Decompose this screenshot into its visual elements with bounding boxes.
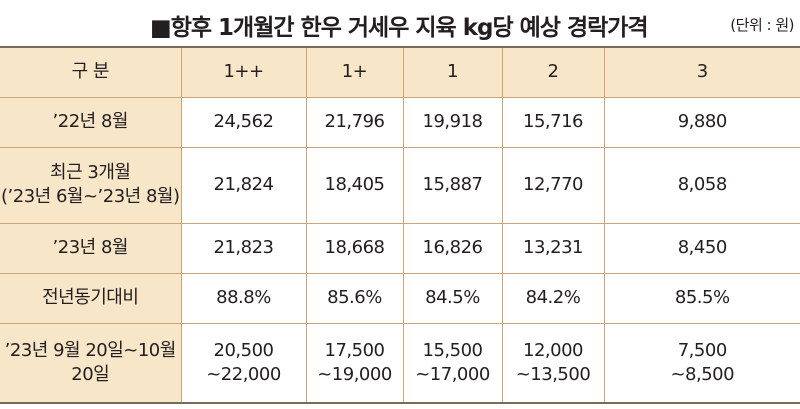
table-cell: 18,405 — [305, 146, 404, 224]
row-label: ’23년 8월 — [0, 222, 182, 274]
cell-value: 85.5% — [674, 287, 730, 308]
table-row: 최근 3개월 (’23년 6월~’23년 8월) 21,824 18,405 1… — [0, 146, 800, 224]
cell-value: 12,770 — [523, 174, 583, 195]
cell-value: 16,826 — [422, 237, 483, 258]
row-label-line: ’22년 8월 — [52, 111, 129, 132]
cell-value: 21,823 — [213, 237, 274, 258]
row-label: 전년동기대비 — [0, 272, 182, 324]
price-forecast-table: 구 분 1++ 1+ 1 2 3 ’22년 8월 24,562 21,796 1… — [0, 46, 800, 404]
cell-value: 12,000 — [523, 339, 583, 361]
cell-value: 24,562 — [213, 111, 274, 132]
cell-value: 18,405 — [324, 174, 385, 195]
cell-value: ~13,500 — [515, 363, 591, 385]
table-cell: 15,500 ~17,000 — [402, 322, 503, 404]
row-label-line: ’23년 9월 20일~10월 20일 — [4, 339, 177, 385]
cell-value: ~22,000 — [206, 363, 281, 385]
table-cell: 84.2% — [501, 272, 605, 324]
header-row: 구 분 1++ 1+ 1 2 3 — [0, 46, 800, 98]
table-cell: 8,058 — [603, 146, 800, 224]
table-cell: 20,500 ~22,000 — [180, 322, 307, 404]
row-label: 최근 3개월 (’23년 6월~’23년 8월) — [0, 146, 182, 224]
row-label-line: ’23년 8월 — [52, 237, 129, 258]
table-row: 전년동기대비 88.8% 85.6% 84.5% 84.2% 85.5% — [0, 272, 800, 324]
table-cell: 12,000 ~13,500 — [501, 322, 605, 404]
cell-value: ~19,000 — [317, 363, 392, 385]
table-cell: 17,500 ~19,000 — [305, 322, 404, 404]
row-label: ’22년 8월 — [0, 96, 182, 148]
cell-value: 9,880 — [677, 111, 728, 132]
cell-value: 84.5% — [425, 287, 480, 308]
table-row: ’23년 9월 20일~10월 20일 20,500 ~22,000 17,50… — [0, 322, 800, 404]
table-cell: 13,231 — [501, 222, 605, 274]
cell-value: 85.6% — [327, 287, 382, 308]
cell-value: 20,500 — [213, 339, 274, 361]
cell-value: 7,500 — [677, 339, 728, 361]
column-header-grade-2: 2 — [501, 46, 605, 98]
cell-value: 15,716 — [523, 111, 583, 132]
table-cell: 9,880 — [603, 96, 800, 148]
cell-value: 21,824 — [213, 174, 274, 195]
table-row: ’23년 8월 21,823 18,668 16,826 13,231 8,45… — [0, 222, 800, 274]
cell-value: 88.8% — [216, 287, 271, 308]
row-label-line: 전년동기대비 — [42, 287, 139, 308]
cell-value: 19,918 — [422, 111, 483, 132]
column-header-category: 구 분 — [0, 46, 182, 98]
cell-value: 18,668 — [324, 237, 385, 258]
table-cell: 85.5% — [603, 272, 800, 324]
column-header-grade-1: 1 — [402, 46, 503, 98]
row-label: ’23년 9월 20일~10월 20일 — [0, 322, 182, 404]
table-cell: 16,826 — [402, 222, 503, 274]
table-row: ’22년 8월 24,562 21,796 19,918 15,716 9,88… — [0, 96, 800, 148]
table-cell: 19,918 — [402, 96, 503, 148]
cell-value: 17,500 — [324, 339, 385, 361]
cell-value: 15,887 — [422, 174, 483, 195]
cell-value: 15,500 — [422, 339, 483, 361]
column-header-grade-1pp: 1++ — [180, 46, 307, 98]
cell-value: 84.2% — [525, 287, 581, 308]
cell-value: ~17,000 — [415, 363, 490, 385]
cell-value: 21,796 — [324, 111, 385, 132]
table-cell: 7,500 ~8,500 — [603, 322, 800, 404]
table-cell: 88.8% — [180, 272, 307, 324]
table-title: ■항후 1개월간 한우 거세우 지육 kg당 예상 경락가격 — [150, 15, 649, 41]
table-cell: 21,823 — [180, 222, 307, 274]
table-cell: 21,824 — [180, 146, 307, 224]
row-label-line: 최근 3개월 — [50, 162, 131, 183]
cell-value: 8,058 — [677, 174, 728, 195]
cell-value: ~8,500 — [670, 363, 735, 385]
column-header-grade-3: 3 — [603, 46, 800, 98]
table-cell: 24,562 — [180, 96, 307, 148]
cell-value: 8,450 — [677, 237, 728, 258]
table-cell: 21,796 — [305, 96, 404, 148]
cell-value: 13,231 — [523, 237, 583, 258]
table-cell: 8,450 — [603, 222, 800, 274]
table-cell: 84.5% — [402, 272, 503, 324]
unit-label: (단위 : 원) — [730, 16, 794, 34]
table-cell: 12,770 — [501, 146, 605, 224]
table-cell: 15,887 — [402, 146, 503, 224]
table-cell: 85.6% — [305, 272, 404, 324]
row-label-line: (’23년 6월~’23년 8월) — [1, 186, 180, 207]
table-cell: 18,668 — [305, 222, 404, 274]
table-cell: 15,716 — [501, 96, 605, 148]
title-bar: ■항후 1개월간 한우 거세우 지육 kg당 예상 경락가격 (단위 : 원) — [0, 0, 800, 46]
column-header-grade-1p: 1+ — [305, 46, 404, 98]
